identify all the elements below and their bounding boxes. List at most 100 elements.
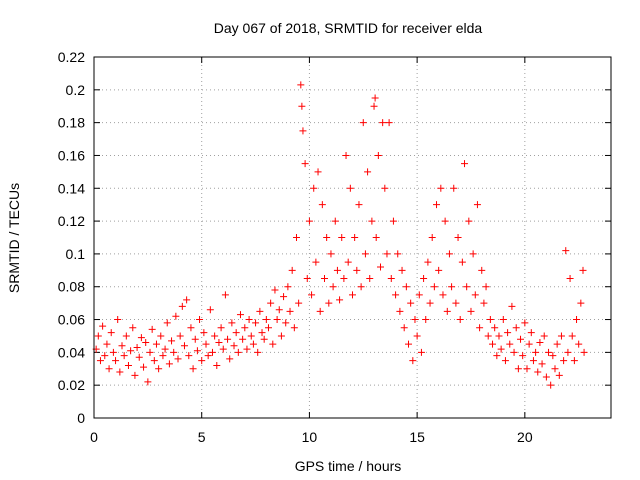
data-point bbox=[174, 355, 182, 363]
data-point bbox=[463, 283, 471, 291]
data-point bbox=[497, 345, 505, 353]
data-point bbox=[254, 348, 262, 356]
data-point bbox=[405, 340, 413, 348]
data-point bbox=[297, 81, 305, 89]
data-point bbox=[519, 352, 527, 360]
data-point bbox=[424, 258, 432, 266]
data-point bbox=[430, 283, 438, 291]
data-point bbox=[385, 119, 393, 127]
data-point bbox=[140, 363, 148, 371]
data-point bbox=[512, 324, 520, 332]
data-point bbox=[495, 332, 503, 340]
data-point bbox=[448, 283, 456, 291]
data-point bbox=[491, 324, 499, 332]
data-point bbox=[204, 352, 212, 360]
data-point bbox=[295, 299, 303, 307]
data-point bbox=[392, 291, 400, 299]
data-point bbox=[377, 263, 385, 271]
data-point bbox=[542, 373, 550, 381]
data-point bbox=[336, 296, 344, 304]
data-point bbox=[308, 291, 316, 299]
data-point bbox=[417, 348, 425, 356]
data-point bbox=[122, 332, 130, 340]
data-point bbox=[456, 316, 464, 324]
data-point bbox=[135, 353, 143, 361]
data-point bbox=[499, 316, 507, 324]
data-point bbox=[260, 335, 268, 343]
data-point bbox=[320, 275, 328, 283]
data-point bbox=[176, 332, 184, 340]
data-point bbox=[486, 316, 494, 324]
data-point bbox=[150, 357, 158, 365]
data-point bbox=[372, 234, 380, 241]
data-point bbox=[280, 293, 288, 301]
data-point bbox=[538, 360, 546, 368]
data-point bbox=[452, 299, 460, 307]
data-point bbox=[327, 250, 335, 258]
data-point bbox=[109, 348, 117, 356]
data-point bbox=[316, 307, 324, 315]
data-point bbox=[331, 217, 339, 225]
data-point bbox=[379, 119, 387, 127]
data-point bbox=[575, 340, 583, 348]
data-point bbox=[168, 337, 176, 345]
data-point bbox=[196, 316, 204, 324]
data-point bbox=[163, 319, 171, 327]
data-point bbox=[368, 217, 376, 225]
data-point bbox=[573, 316, 581, 324]
data-point bbox=[144, 378, 152, 386]
data-point bbox=[185, 352, 193, 360]
data-point bbox=[152, 340, 160, 348]
data-point bbox=[157, 332, 165, 340]
data-point bbox=[529, 357, 537, 365]
data-point bbox=[411, 316, 419, 324]
y-axis-label: SRMTID / TECUs bbox=[6, 183, 22, 293]
data-point bbox=[564, 348, 572, 356]
data-point bbox=[200, 329, 208, 337]
data-point bbox=[243, 345, 251, 353]
data-point bbox=[245, 316, 253, 324]
data-point bbox=[325, 299, 333, 307]
data-point bbox=[420, 275, 428, 283]
data-point bbox=[527, 329, 535, 337]
y-tick-label: 0.2 bbox=[66, 82, 86, 98]
data-point bbox=[191, 335, 199, 343]
data-point bbox=[178, 302, 186, 310]
data-point bbox=[445, 250, 453, 258]
data-point bbox=[580, 348, 588, 356]
data-point bbox=[234, 348, 242, 356]
data-point bbox=[346, 184, 354, 192]
data-point bbox=[193, 347, 201, 355]
data-point bbox=[394, 250, 402, 258]
data-point bbox=[236, 311, 244, 319]
data-point bbox=[187, 324, 195, 332]
data-point bbox=[387, 275, 395, 283]
data-point bbox=[534, 368, 542, 376]
data-point bbox=[389, 217, 397, 225]
data-point bbox=[407, 299, 415, 307]
data-point bbox=[351, 234, 359, 241]
data-point bbox=[476, 324, 484, 332]
data-point bbox=[228, 319, 236, 327]
data-point bbox=[402, 283, 410, 291]
data-point bbox=[103, 340, 111, 348]
data-point bbox=[310, 184, 318, 192]
data-point bbox=[545, 348, 553, 356]
data-point bbox=[551, 365, 559, 373]
data-point bbox=[398, 266, 406, 274]
data-point bbox=[269, 340, 277, 348]
data-point bbox=[549, 352, 557, 360]
data-point bbox=[426, 299, 434, 307]
data-point bbox=[133, 343, 141, 351]
data-point bbox=[435, 266, 443, 274]
data-point bbox=[342, 151, 350, 159]
data-point bbox=[415, 291, 423, 299]
data-point bbox=[381, 184, 389, 192]
data-points bbox=[92, 81, 588, 389]
data-point bbox=[172, 312, 180, 320]
data-point bbox=[284, 283, 292, 291]
data-point bbox=[461, 160, 469, 168]
data-point bbox=[301, 160, 309, 168]
data-point bbox=[239, 335, 247, 343]
data-point bbox=[473, 201, 481, 209]
